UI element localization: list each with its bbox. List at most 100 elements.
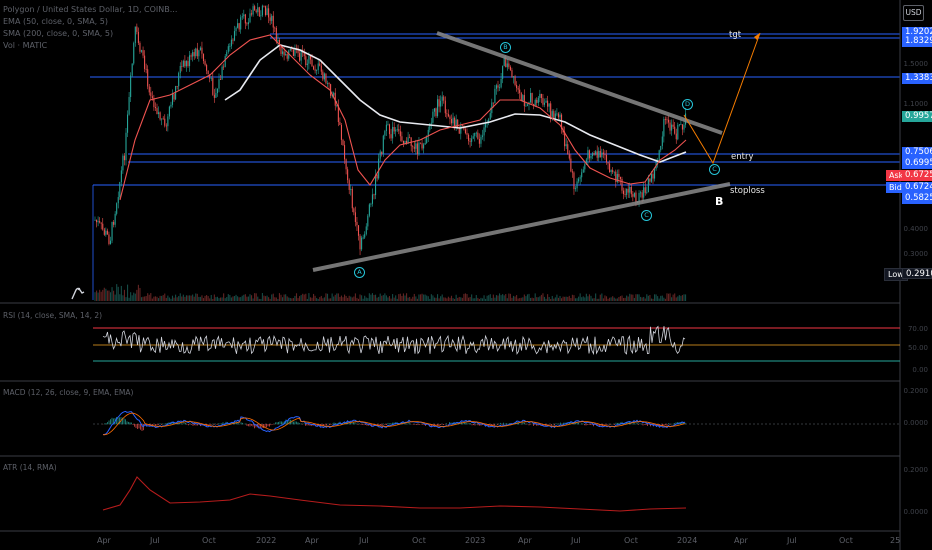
candle: [353, 208, 355, 213]
level-tag-1[interactable]: 1.9202: [902, 27, 932, 38]
macd-histogram-bar: [404, 423, 405, 425]
candle: [271, 15, 273, 21]
macd-histogram-bar: [684, 422, 686, 425]
candle: [357, 225, 360, 236]
candle: [148, 86, 150, 93]
wave-c-marker[interactable]: C: [641, 210, 652, 221]
candle: [105, 230, 107, 235]
volume-bar: [466, 294, 468, 301]
ema-indicator-label[interactable]: EMA (50, close, 0, SMA, 5): [3, 17, 108, 26]
wave-b-large-label[interactable]: B: [715, 195, 724, 208]
volume-bar: [162, 295, 164, 301]
entry-label[interactable]: entry: [731, 152, 754, 162]
volume-bar: [339, 296, 341, 301]
bid-price-tag[interactable]: 0.6724: [902, 182, 932, 193]
candle: [559, 114, 561, 118]
macd-histogram-bar: [209, 424, 210, 425]
time-tick: Apr: [734, 536, 748, 545]
macd-histogram-bar: [620, 422, 621, 425]
volume-bar: [381, 295, 383, 301]
candle: [399, 131, 401, 137]
volume-bar: [175, 294, 177, 301]
volume-bar: [340, 295, 342, 301]
volume-bar: [640, 296, 642, 301]
macd-histogram-bar: [669, 424, 671, 425]
currency-button[interactable]: USD: [903, 5, 924, 21]
sma-line: [224, 44, 687, 163]
wave-b-marker[interactable]: B: [500, 42, 511, 53]
macd-histogram-bar: [363, 424, 365, 426]
volume-bar: [424, 294, 426, 301]
volume-bar: [306, 298, 308, 301]
atr-label[interactable]: ATR (14, RMA): [3, 463, 57, 472]
volume-bar: [187, 295, 189, 301]
level-tag-5[interactable]: 0.6995: [902, 158, 932, 169]
rsi-label[interactable]: RSI (14, close, SMA, 14, 2): [3, 311, 103, 320]
volume-bar: [185, 295, 187, 301]
wave-e-marker[interactable]: C: [709, 164, 720, 175]
candle: [117, 197, 119, 204]
volume-bar: [523, 294, 525, 301]
macd-histogram-bar: [152, 424, 153, 426]
volume-bar: [350, 296, 352, 301]
volume-bar: [488, 295, 490, 301]
volume-bar: [426, 295, 428, 301]
macd-histogram-bar: [468, 423, 470, 425]
current-price-tag[interactable]: 0.9957: [902, 111, 932, 122]
volume-bar: [108, 290, 110, 301]
candle: [396, 129, 398, 130]
low-price-tag[interactable]: 0.2910: [902, 268, 932, 279]
macd-histogram-bar: [119, 417, 120, 425]
wave-a-marker[interactable]: A: [354, 267, 365, 278]
ask-price-tag[interactable]: 0.6725: [902, 170, 932, 181]
candle: [613, 171, 615, 173]
lower-trendline[interactable]: [312, 182, 731, 272]
stoploss-label[interactable]: stoploss: [730, 186, 765, 196]
candle: [650, 173, 652, 182]
target-label[interactable]: tgt: [729, 30, 742, 40]
volume-bar: [142, 296, 144, 301]
macd-histogram-bar: [582, 423, 584, 425]
macd-histogram-bar: [108, 420, 110, 425]
macd-histogram-bar: [297, 422, 299, 425]
candle: [584, 164, 586, 170]
volume-bar: [226, 297, 228, 301]
candle: [623, 190, 625, 195]
volume-bar: [658, 298, 660, 301]
volume-bar: [683, 294, 685, 301]
volume-bar: [553, 298, 555, 301]
macd-histogram-bar: [281, 421, 282, 425]
volume-bar: [300, 295, 302, 301]
macd-histogram-bar: [165, 423, 167, 425]
sma-indicator-label[interactable]: SMA (200, close, 0, SMA, 5): [3, 29, 114, 38]
candle: [629, 187, 631, 193]
level-tag-stoploss[interactable]: 0.5825: [902, 193, 932, 204]
level-tag-2[interactable]: 1.8329: [902, 36, 932, 47]
volume-bar: [494, 297, 496, 301]
projection-path[interactable]: [683, 32, 761, 165]
candle: [430, 122, 432, 124]
volume-indicator-label[interactable]: Vol · MATIC: [3, 41, 48, 50]
candle: [173, 93, 175, 100]
volume-bar: [103, 287, 105, 301]
volume-bar: [454, 298, 456, 301]
wave-d-marker[interactable]: D: [682, 99, 693, 110]
candle: [678, 124, 680, 126]
symbol-title[interactable]: Polygon / United States Dollar, 1D, COIN…: [3, 5, 178, 14]
level-tag-3[interactable]: 1.3383: [902, 73, 932, 84]
candle: [334, 92, 336, 106]
candle: [547, 100, 549, 107]
macd-histogram-bar: [509, 423, 510, 425]
macd-label[interactable]: MACD (12, 26, close, 9, EMA, EMA): [3, 388, 134, 397]
macd-histogram-bar: [368, 424, 369, 426]
upper-trendline[interactable]: [436, 31, 723, 135]
level-tag-entry[interactable]: 0.7506: [902, 147, 932, 158]
volume-bar: [320, 295, 322, 301]
candle: [165, 125, 167, 127]
candle: [478, 138, 480, 144]
macd-histogram-bar: [198, 424, 200, 425]
volume-bar: [131, 295, 133, 301]
candle: [539, 93, 541, 98]
macd-histogram-bar: [548, 424, 549, 425]
